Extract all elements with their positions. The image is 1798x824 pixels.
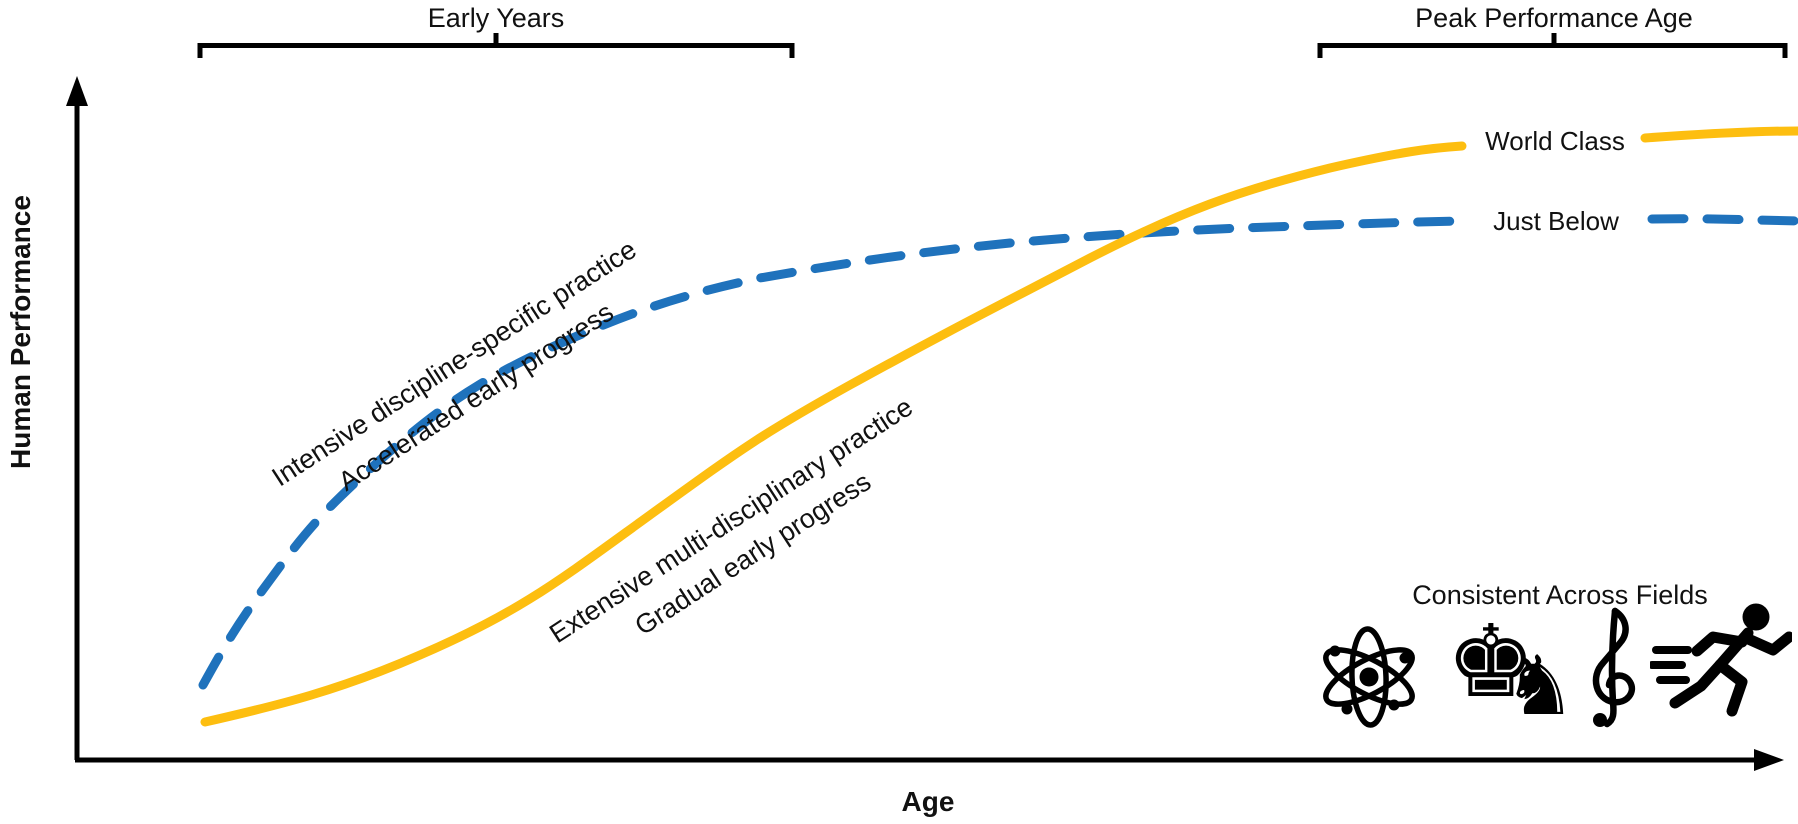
y-axis — [66, 76, 88, 760]
treble-clef-icon — [1592, 607, 1636, 728]
x-axis — [75, 749, 1784, 771]
world-class-curve — [200, 126, 1798, 727]
chess-knight-icon: ♞ — [1503, 641, 1577, 732]
y-axis-arrow-icon — [66, 76, 88, 106]
y-axis-title: Human Performance — [5, 195, 36, 469]
early-years-bracket — [197, 33, 795, 58]
peak-performance-age-label: Peak Performance Age — [1415, 3, 1693, 33]
early-years-label: Early Years — [427, 3, 565, 33]
runner-icon — [1650, 603, 1792, 717]
peak-performance-bracket — [1317, 33, 1788, 58]
just-below-curve — [198, 214, 1798, 690]
chess-king-icon: ♚ — [1446, 606, 1536, 718]
atom-icon — [1323, 626, 1415, 728]
x-axis-arrow-icon — [1754, 749, 1784, 771]
consistent-across-fields-label: Consistent Across Fields — [1412, 580, 1708, 610]
x-axis-title: Age — [901, 786, 955, 817]
just-below-curve-label: Just Below — [1493, 206, 1619, 236]
world-class-curve-label: World Class — [1485, 126, 1625, 156]
